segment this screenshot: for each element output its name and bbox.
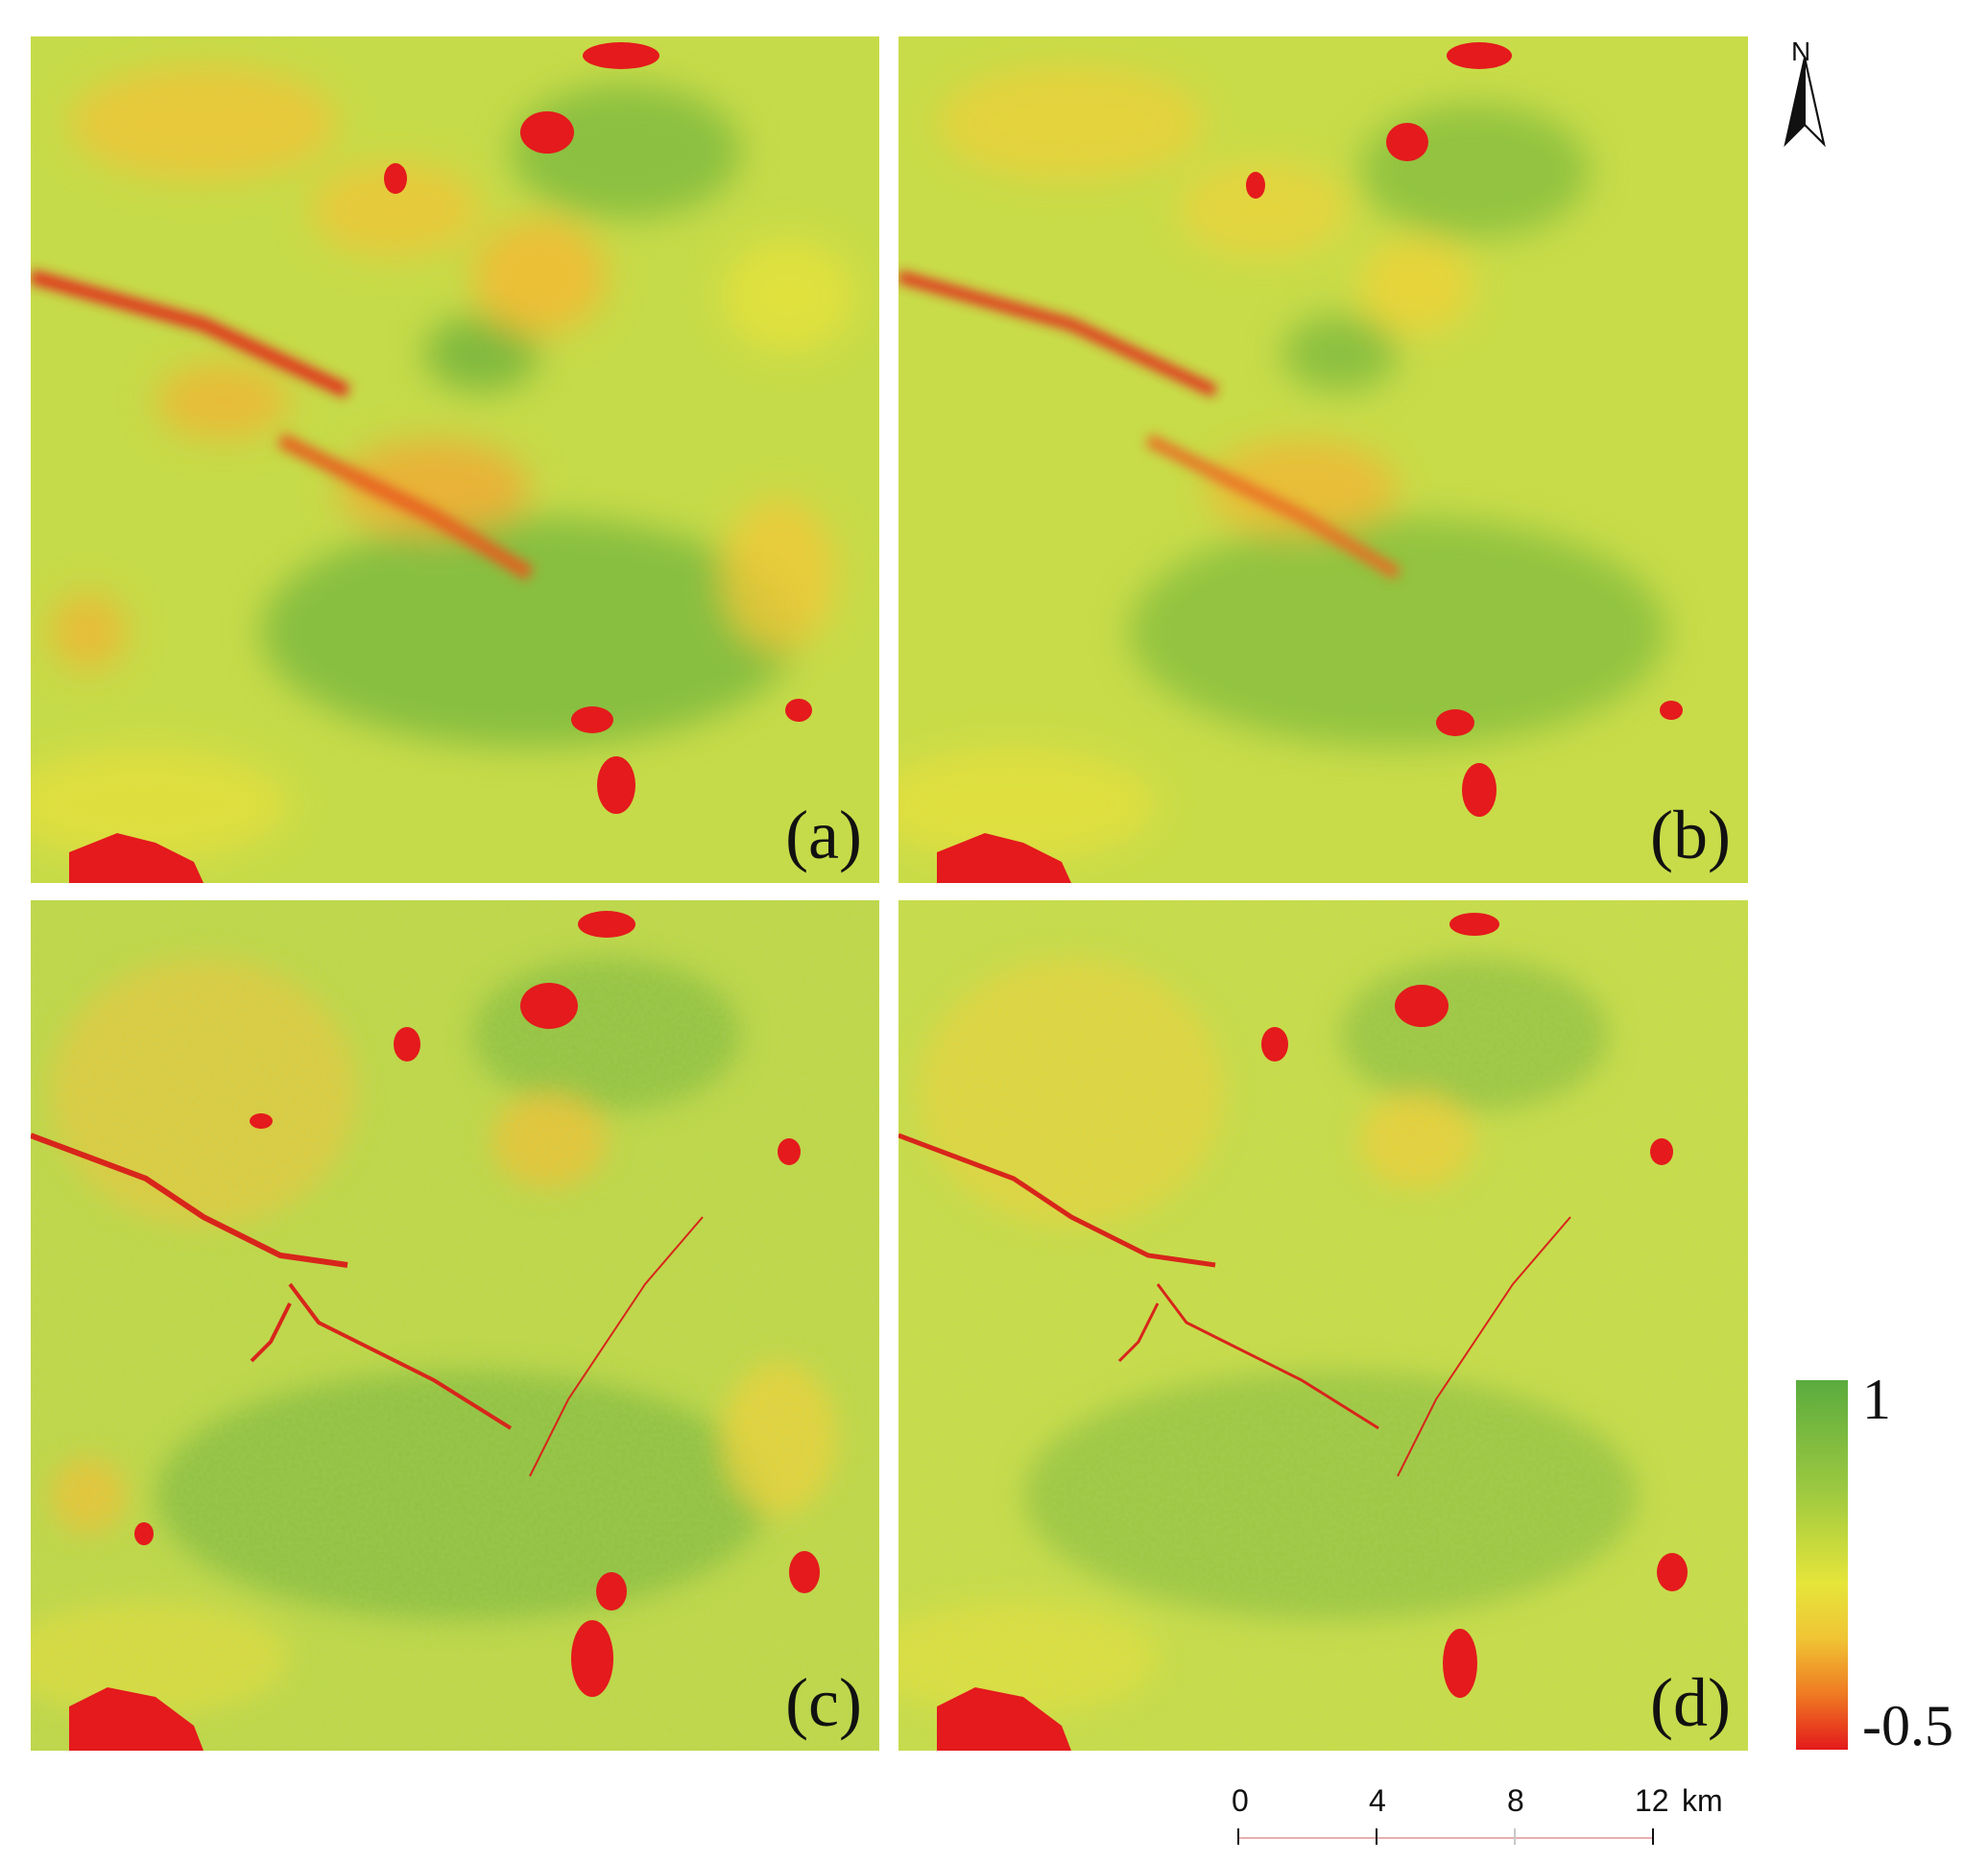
- scale-tick-0: 0: [1232, 1783, 1249, 1818]
- scale-tick-8: 8: [1507, 1783, 1524, 1818]
- north-arrow-icon: [1784, 57, 1826, 148]
- panel-label-a: (a): [785, 797, 862, 873]
- map-raster-a: [31, 36, 879, 883]
- panel-label-c: (c): [785, 1664, 862, 1741]
- legend-max-label: 1: [1862, 1368, 1891, 1431]
- map-raster-d: [898, 900, 1748, 1751]
- map-panel-b: (b): [898, 36, 1748, 883]
- map-panel-c: (c): [31, 900, 879, 1751]
- map-panel-a: (a): [31, 36, 879, 883]
- scale-tick-4: 4: [1369, 1783, 1386, 1818]
- map-raster-c: [31, 900, 879, 1751]
- panel-label-b: (b): [1650, 797, 1731, 873]
- legend-color-ramp: [1796, 1380, 1848, 1750]
- scale-bar: [1237, 1828, 1654, 1845]
- scale-tick-12: 12: [1635, 1783, 1669, 1818]
- map-panel-d: (d): [898, 900, 1748, 1751]
- scale-unit: km: [1682, 1783, 1723, 1818]
- panel-label-d: (d): [1650, 1664, 1731, 1741]
- map-raster-b: [898, 36, 1748, 883]
- legend-min-label: -0.5: [1862, 1694, 1953, 1757]
